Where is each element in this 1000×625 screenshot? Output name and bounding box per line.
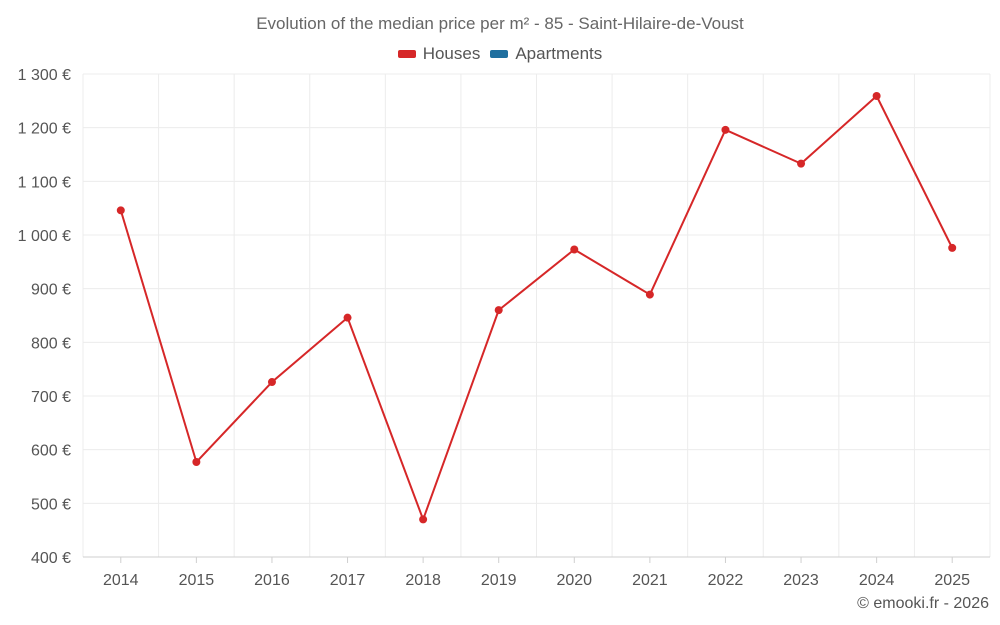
- y-tick-label: 1 100 €: [18, 174, 71, 191]
- data-point: [343, 313, 352, 322]
- x-tick-label: 2020: [556, 572, 592, 589]
- data-point: [192, 458, 201, 467]
- legend-label-apartments: Apartments: [515, 44, 603, 63]
- y-tick-label: 600 €: [31, 443, 71, 460]
- data-point: [570, 245, 579, 254]
- x-tick-label: 2018: [405, 572, 441, 589]
- data-point: [797, 159, 806, 168]
- x-tick-label: 2017: [330, 572, 366, 589]
- y-tick-label: 1 200 €: [18, 121, 71, 138]
- data-point: [872, 92, 881, 101]
- y-tick-label: 1 300 €: [18, 67, 71, 84]
- y-tick-label: 1 000 €: [18, 228, 71, 245]
- y-tick-label: 400 €: [31, 550, 71, 567]
- data-point: [419, 515, 428, 524]
- x-tick-label: 2025: [934, 572, 970, 589]
- x-tick-label: 2019: [481, 572, 517, 589]
- x-tick-label: 2023: [783, 572, 819, 589]
- legend-label-houses: Houses: [422, 44, 481, 63]
- legend-item-houses[interactable]: Houses: [397, 44, 481, 64]
- data-point: [948, 243, 957, 252]
- y-tick-label: 500 €: [31, 496, 71, 513]
- y-tick-label: 800 €: [31, 335, 71, 352]
- data-point: [494, 306, 503, 315]
- x-tick-label: 2015: [179, 572, 215, 589]
- data-point: [116, 206, 125, 215]
- series-line-houses: [119, 95, 954, 521]
- legend-swatch-apartments: [490, 50, 509, 58]
- data-point: [267, 378, 276, 387]
- legend: Houses Apartments: [0, 44, 1000, 64]
- x-tick-label: 2024: [859, 572, 895, 589]
- x-tick-label: 2022: [708, 572, 744, 589]
- x-tick-label: 2014: [103, 572, 139, 589]
- y-tick-label: 900 €: [31, 282, 71, 299]
- x-tick-label: 2021: [632, 572, 668, 589]
- data-point: [721, 125, 730, 134]
- x-tick-label: 2016: [254, 572, 290, 589]
- chart-title: Evolution of the median price per m² - 8…: [256, 14, 744, 33]
- data-point: [645, 290, 654, 299]
- legend-swatch-houses: [397, 50, 416, 58]
- y-tick-label: 700 €: [31, 389, 71, 406]
- legend-item-apartments[interactable]: Apartments: [490, 44, 602, 64]
- credit-text: © emooki.fr - 2026: [857, 595, 989, 612]
